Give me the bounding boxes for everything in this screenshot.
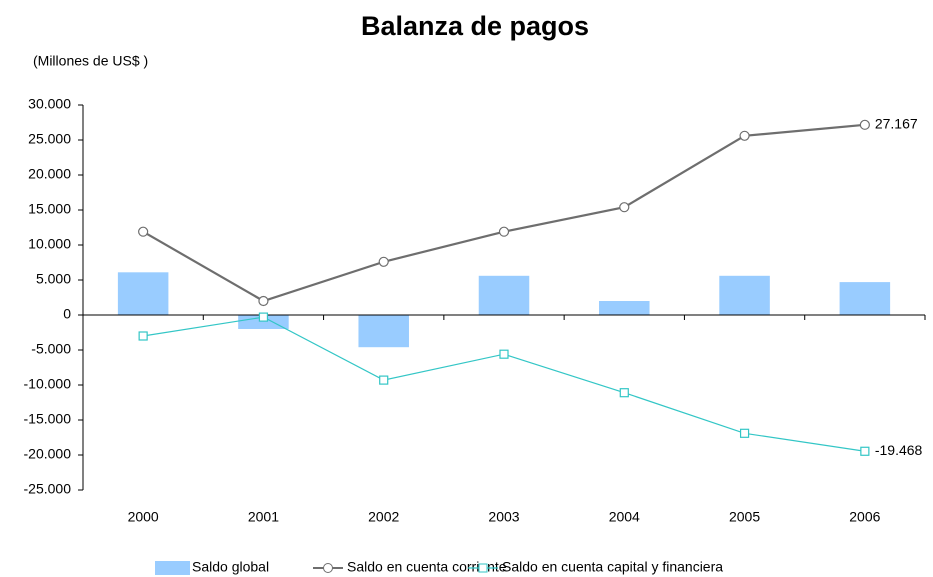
legend-label: Saldo en cuenta capital y financiera — [502, 559, 723, 575]
y-tick-label: 25.000 — [28, 131, 71, 147]
line — [143, 316, 865, 452]
x-tick-label: 2002 — [368, 509, 399, 525]
x-tick-label: 2005 — [729, 509, 760, 525]
y-tick-label: -10.000 — [24, 376, 72, 392]
point — [138, 331, 148, 341]
y-tick-label: 20.000 — [28, 166, 71, 182]
point — [258, 295, 269, 307]
y-tick-label: 5.000 — [36, 271, 71, 287]
legend-label: Saldo en cuenta corriente — [347, 559, 507, 575]
bar — [478, 275, 530, 315]
point — [859, 119, 870, 130]
point — [739, 130, 750, 141]
legend-marker — [478, 563, 488, 573]
point — [619, 388, 629, 398]
y-tick-label: -15.000 — [24, 411, 72, 427]
x-tick-label: 2004 — [609, 509, 640, 525]
y-tick-label: 15.000 — [28, 201, 71, 217]
x-tick-label: 2001 — [248, 509, 279, 525]
point — [138, 226, 149, 237]
data-label: -19.468 — [875, 442, 923, 458]
point — [498, 226, 510, 237]
bar — [839, 282, 891, 315]
y-tick-label: -5.000 — [31, 341, 71, 357]
bar — [599, 301, 650, 315]
legend-marker — [323, 563, 333, 573]
legend-label: Saldo global — [192, 559, 269, 575]
point — [739, 428, 750, 438]
x-tick-label: 2003 — [488, 509, 519, 525]
bar — [358, 315, 409, 348]
y-tick-label: -25.000 — [24, 481, 72, 497]
point — [378, 256, 389, 267]
point — [258, 312, 269, 322]
point — [499, 349, 509, 359]
bar — [719, 275, 770, 315]
data-label: 27.167 — [875, 116, 918, 132]
y-tick-label: -20.000 — [24, 446, 72, 462]
legend-swatch — [155, 561, 190, 575]
point — [379, 375, 389, 385]
bar — [117, 272, 169, 315]
chart-title: Balanza de pagos — [361, 11, 589, 41]
y-tick-label: 0 — [63, 306, 71, 322]
chart-subtitle: (Millones de US$ ) — [33, 53, 148, 69]
point — [619, 202, 630, 213]
y-tick-label: 10.000 — [28, 236, 71, 252]
point — [860, 446, 870, 456]
x-tick-label: 2006 — [849, 509, 880, 525]
x-tick-label: 2000 — [128, 509, 159, 525]
y-tick-label: 30.000 — [28, 96, 71, 112]
line — [142, 123, 865, 303]
